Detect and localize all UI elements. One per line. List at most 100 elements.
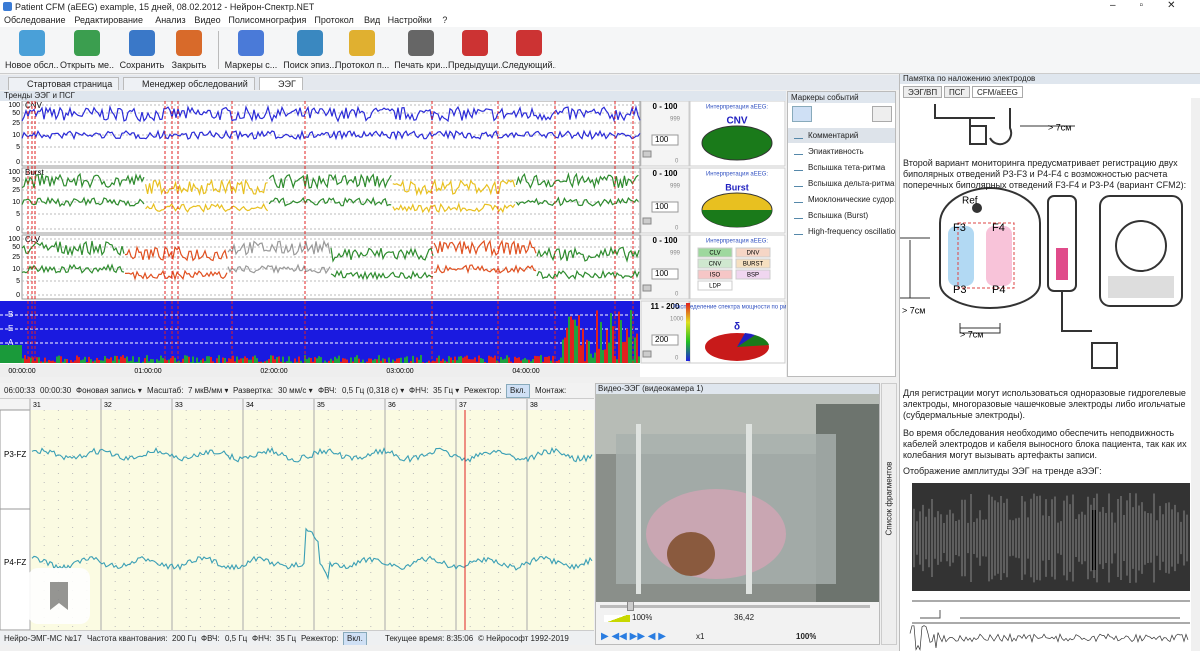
- band-label: B: [8, 310, 13, 319]
- menu-item[interactable]: Редактирование: [74, 15, 143, 25]
- spectrum-column: [264, 361, 266, 363]
- status-field: ФВЧ:: [201, 634, 220, 643]
- marker-item[interactable]: Вспышка (Burst): [788, 208, 895, 223]
- slider[interactable]: [642, 350, 652, 358]
- toolbar-field[interactable]: 30 мм/с ▾: [278, 386, 313, 395]
- video-seek[interactable]: [600, 605, 870, 608]
- scale-label: 10: [12, 266, 20, 273]
- spectrum-column: [438, 355, 440, 363]
- menu-item[interactable]: Полисомнография: [228, 15, 307, 25]
- value-input[interactable]: [651, 268, 679, 280]
- status-field: Текущее время: 8:35:06: [385, 634, 474, 643]
- spectrum-column: [336, 358, 338, 363]
- guide-tab[interactable]: ПСГ: [944, 86, 970, 98]
- spectrum-column: [248, 359, 250, 363]
- spectrum-column: [158, 360, 160, 363]
- toolbar-field[interactable]: 7 мкВ/мм ▾: [188, 386, 229, 395]
- spectrum-column: [70, 360, 72, 363]
- menu-item[interactable]: Протокол: [314, 15, 354, 25]
- tab[interactable]: Менеджер обследований: [123, 77, 255, 90]
- marker-item[interactable]: Вспышка тета-ритма: [788, 160, 895, 175]
- toolbar-button[interactable]: Новое обсл...: [5, 27, 59, 73]
- panel-header: Тренды ЭЭГ и ПСГ: [0, 91, 786, 101]
- status-bar: Нейро-ЭМГ-МС №17 Частота квантования: 200 …: [0, 630, 594, 645]
- tab[interactable]: ЭЭГ: [259, 77, 303, 90]
- zoom[interactable]: 100%: [796, 632, 817, 641]
- scale-label: 5: [16, 211, 20, 218]
- scrollbar[interactable]: [1191, 98, 1200, 651]
- spectrum-column: [354, 357, 356, 363]
- spectrum-column: [492, 357, 494, 363]
- slider[interactable]: [642, 284, 652, 292]
- interp-graphic: [737, 335, 769, 347]
- guide-tab[interactable]: ЭЭГ/ВП: [903, 86, 943, 98]
- toolbar-field[interactable]: Фоновая запись ▾: [76, 386, 142, 395]
- spectrum-column: [114, 355, 116, 363]
- bookmark-button[interactable]: [28, 568, 90, 624]
- spectrum-column: [566, 327, 568, 363]
- value-input[interactable]: [651, 334, 679, 346]
- spectrum-column: [598, 348, 600, 363]
- menu-item[interactable]: Анализ: [155, 15, 186, 25]
- toolbar-button[interactable]: Закрыть: [162, 27, 216, 73]
- guide-tab[interactable]: CFM/aEEG: [972, 86, 1023, 98]
- spectrum-column: [476, 361, 478, 363]
- toolbar-button[interactable]: Сохранить: [115, 27, 169, 73]
- marker-item[interactable]: Вспышка дельта-ритма: [788, 176, 895, 191]
- toolbar-button[interactable]: Открыть ме...: [60, 27, 114, 73]
- menu-item[interactable]: Видео: [194, 15, 221, 25]
- window-controls[interactable]: –▫✕: [1110, 0, 1200, 11]
- marker-list: Комментарий Эпиактивность Вспышка тета-рит…: [788, 128, 895, 368]
- spectrum-column: [150, 359, 152, 363]
- spectrum-column: [52, 360, 54, 363]
- volume-slider[interactable]: [604, 615, 630, 622]
- spectrum-column: [540, 355, 542, 363]
- spectrum-column: [514, 356, 516, 363]
- toolbar-field[interactable]: Вкл.: [506, 384, 530, 398]
- toolbar-icon: [238, 30, 264, 56]
- spectrum-column: [282, 356, 284, 363]
- spectrum-column: [104, 356, 106, 363]
- class-cell: [735, 258, 771, 269]
- toolbar-label: Следующий...: [502, 60, 556, 70]
- menu-item[interactable]: Настройки: [387, 15, 432, 25]
- spectrum-column: [358, 358, 360, 363]
- spectrum-column: [210, 356, 212, 363]
- toolbar-button[interactable]: Предыдущи...: [448, 27, 502, 73]
- toolbar-button[interactable]: Маркеры с...: [224, 27, 278, 73]
- playback-controls[interactable]: ▶ ◀◀ ▶▶ ◀ ▶: [601, 632, 666, 642]
- menu-item[interactable]: Вид: [364, 15, 381, 25]
- toolbar-field[interactable]: 0,5 Гц (0,318 с) ▾: [342, 386, 405, 395]
- toolbar-button[interactable]: Поиск эпиз...: [283, 27, 337, 73]
- toolbar-field[interactable]: 35 Гц ▾: [433, 386, 460, 395]
- marker-item[interactable]: Миоклонические судор...: [788, 192, 895, 207]
- marker-item[interactable]: Комментарий: [788, 128, 895, 143]
- marker-tool[interactable]: [792, 106, 812, 122]
- spectrum-column: [470, 359, 472, 363]
- guide-text: Отображение амплитуды ЭЭГ на тренде аЭЭГ…: [903, 466, 1102, 476]
- marker-tool[interactable]: [872, 106, 892, 122]
- slider[interactable]: [642, 150, 652, 158]
- seek-thumb[interactable]: [627, 601, 634, 611]
- fragments-tab[interactable]: Список фрагментов: [881, 383, 897, 645]
- toolbar-button[interactable]: Следующий...: [502, 27, 556, 73]
- trend-trace: [433, 239, 537, 257]
- trend-trace: [21, 129, 641, 141]
- toolbar-button[interactable]: Печать кри...: [394, 27, 448, 73]
- value-input[interactable]: [651, 134, 679, 146]
- tab[interactable]: Стартовая страница: [8, 77, 120, 90]
- marker-item[interactable]: Эпиактивность: [788, 144, 895, 159]
- spectrum-column: [444, 360, 446, 363]
- spectrum-column: [360, 362, 362, 363]
- toolbar-button[interactable]: Протокол п...: [335, 27, 389, 73]
- spectrum-column: [624, 341, 626, 363]
- menu-item[interactable]: ?: [442, 15, 448, 25]
- menu-item[interactable]: Обследование: [4, 15, 66, 25]
- value-input[interactable]: [651, 201, 679, 213]
- interp-graphic: [701, 125, 773, 161]
- speed[interactable]: x1: [696, 632, 705, 641]
- marker-item[interactable]: High-frequency oscillatio...: [788, 224, 895, 239]
- spectrum-column: [628, 337, 630, 363]
- spectrum-column: [368, 358, 370, 363]
- slider[interactable]: [642, 217, 652, 225]
